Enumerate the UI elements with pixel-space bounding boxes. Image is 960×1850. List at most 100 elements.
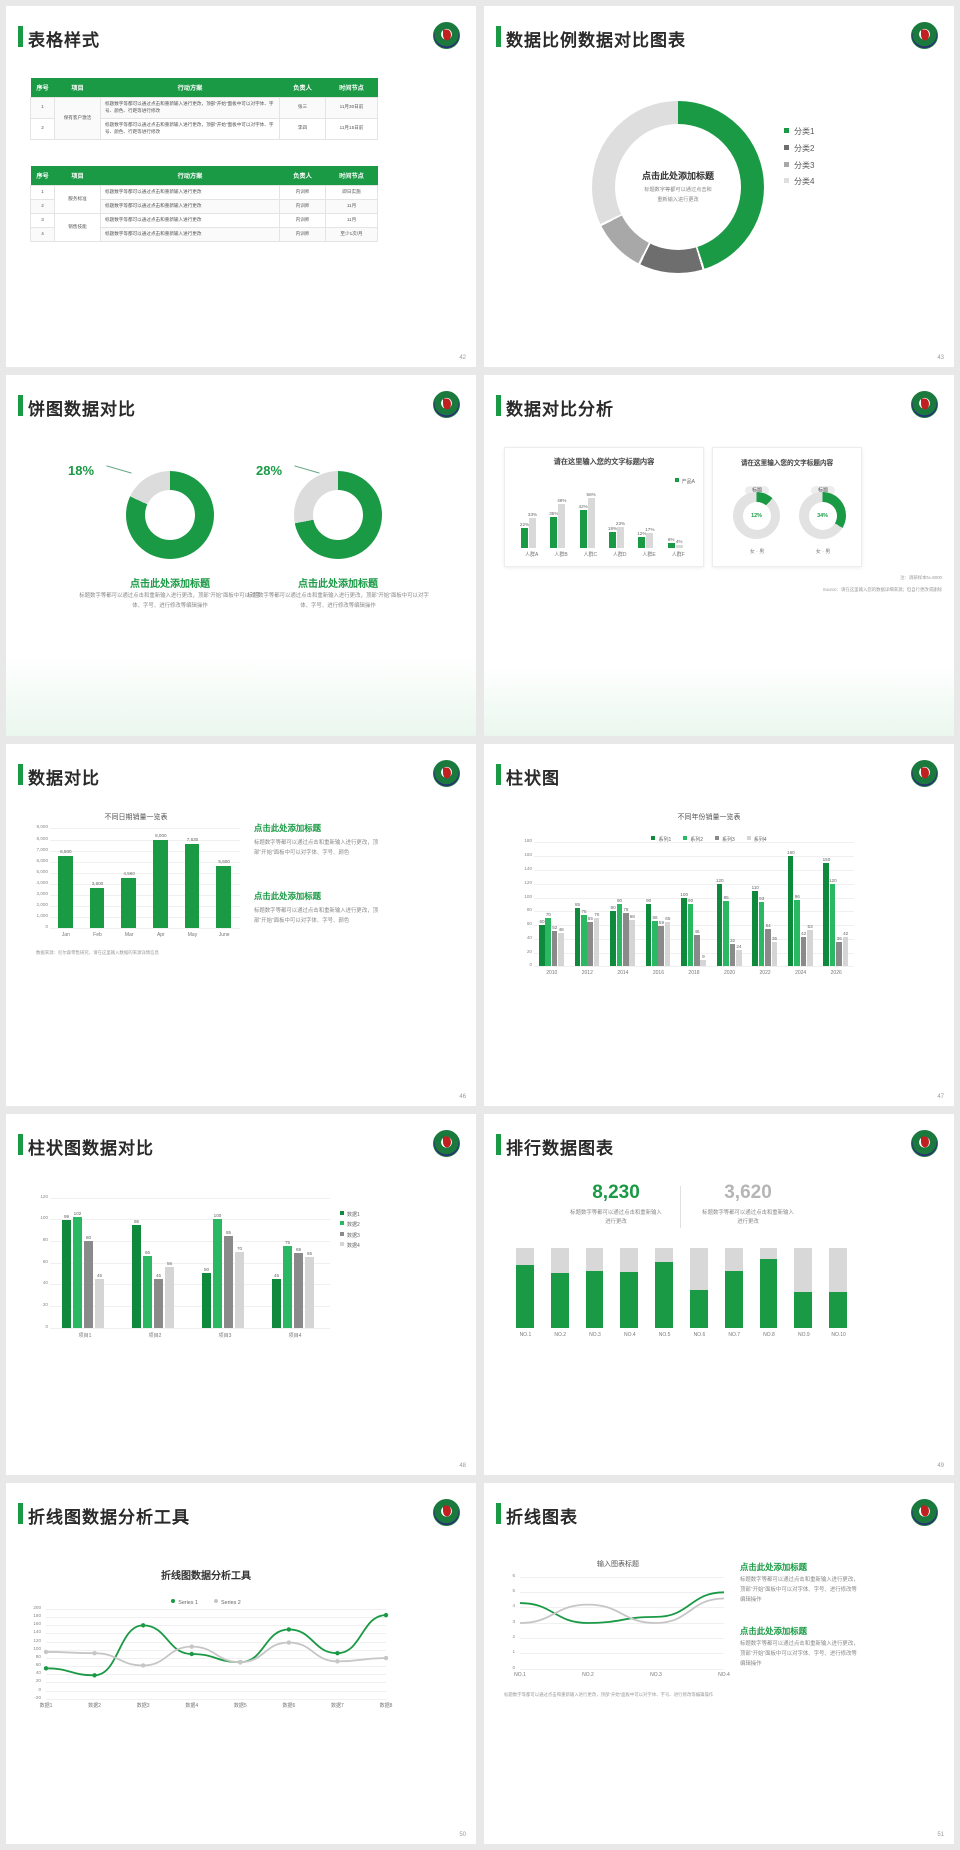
- slide-data-comparison[interactable]: 数据对比 46 不同日期销量一览表 9,000 8,000 7,000 6,000 5,…: [6, 744, 476, 1106]
- bar[interactable]: [836, 941, 842, 967]
- bar[interactable]: [521, 528, 528, 549]
- bar[interactable]: [235, 1251, 244, 1328]
- data-point[interactable]: [238, 1659, 243, 1665]
- bar[interactable]: [558, 933, 564, 967]
- bar[interactable]: [638, 537, 646, 549]
- data-point[interactable]: [92, 1650, 97, 1656]
- data-point[interactable]: [286, 1627, 292, 1632]
- bar[interactable]: [545, 918, 551, 967]
- bar[interactable]: [724, 1270, 743, 1328]
- legend-item[interactable]: 数据2: [340, 1220, 360, 1231]
- bar[interactable]: [681, 897, 687, 967]
- legend-item-3[interactable]: 分类3: [784, 158, 814, 175]
- bar[interactable]: [58, 856, 73, 929]
- line-chart[interactable]: 200 180 160 140 120 100 80 60 40 20 0 -20 数据1 数据2 数据3 数…: [20, 1605, 392, 1713]
- bar-chart-1-legend[interactable]: 产品A: [674, 478, 695, 485]
- slide-ranking-chart[interactable]: 排行数据图表 49 8,230 标题数字等都可以通过点击和重新输入进行更改 3,…: [484, 1113, 954, 1475]
- data-point[interactable]: [383, 1612, 389, 1618]
- legend-item-1[interactable]: 分类1: [784, 124, 814, 141]
- table-two[interactable]: 序号 项目 行动方案 负责人 时间节点 1 服务标准 标题数字等都可以通过点击和…: [30, 166, 378, 242]
- legend-item[interactable]: 系列2: [683, 836, 703, 843]
- bar[interactable]: [529, 518, 536, 549]
- bar[interactable]: [216, 866, 231, 929]
- bar[interactable]: [84, 1240, 93, 1328]
- line-chart[interactable]: 6 5 4 3 2 1 0 NO.1 NO.2 NO.3 NO.4: [500, 1573, 730, 1683]
- bar[interactable]: [787, 856, 794, 967]
- bar[interactable]: [580, 914, 587, 967]
- bar[interactable]: [646, 532, 654, 549]
- bar[interactable]: [294, 1252, 303, 1328]
- chart-legend[interactable]: 数据1 数据2 数据3 数据4: [340, 1210, 360, 1252]
- slide-comparison-analysis[interactable]: 数据对比分析 45 请在这里输入您的文字标题内容 22%33%35%49%42%…: [484, 375, 954, 737]
- slide-column-comparison[interactable]: 柱状图数据对比 48 120 100 80 60 40 20 0 99 102 80 45 95 66…: [6, 1113, 476, 1475]
- bar[interactable]: [184, 843, 200, 929]
- bar[interactable]: [759, 1258, 778, 1328]
- slide-column-chart[interactable]: 柱状图 47 不同年份销量一览表 系列1 系列2 系列3 系列4 180 160 140 1…: [484, 744, 954, 1106]
- slide-pie-comparison[interactable]: 饼图数据对比 44 18% 点击此处添加标题 标题数字等都可以通过点击和重新输入…: [6, 375, 476, 737]
- mini-donut-2[interactable]: 34%: [799, 492, 846, 540]
- bar[interactable]: [723, 900, 729, 967]
- legend-item[interactable]: Series 2: [214, 1598, 241, 1606]
- donut-chart[interactable]: 点击此处添加标题 标题数字等都可以通过点击和 重新输入进行更改: [592, 101, 764, 273]
- bar[interactable]: [694, 934, 700, 967]
- bar[interactable]: [574, 907, 581, 967]
- legend-item-4[interactable]: 分类4: [784, 174, 814, 191]
- bar[interactable]: [758, 902, 765, 967]
- legend-item[interactable]: 系列3: [715, 836, 735, 843]
- bar[interactable]: [272, 1278, 281, 1328]
- bar[interactable]: [551, 930, 558, 967]
- bar[interactable]: [771, 941, 778, 967]
- data-point[interactable]: [140, 1663, 146, 1668]
- legend-item[interactable]: Series 1: [171, 1598, 198, 1606]
- slide-table-styles[interactable]: 表格样式 42 序号 项目 行动方案 负责人 时间节点 1 保有客户激活 标题数…: [6, 6, 476, 368]
- data-point[interactable]: [140, 1622, 146, 1628]
- bar[interactable]: [645, 904, 652, 967]
- bar[interactable]: [610, 911, 616, 967]
- bar[interactable]: [550, 1273, 569, 1328]
- data-point[interactable]: [43, 1665, 49, 1671]
- bar[interactable]: [617, 527, 624, 549]
- legend-item[interactable]: 系列1: [651, 836, 671, 843]
- bar[interactable]: [752, 890, 758, 967]
- data-point[interactable]: [335, 1650, 340, 1656]
- grouped-bar-chart[interactable]: 60 70 52 48 85 75 65 70 80 90 78 68 90 66 59 65 100 90 46 9…: [534, 842, 854, 967]
- donut-chart-2[interactable]: [294, 471, 382, 560]
- bar-chart[interactable]: 6,500 3,600 4,560 8,000 7,630 5,600: [50, 828, 240, 929]
- bar[interactable]: [700, 960, 707, 967]
- data-point[interactable]: [335, 1658, 340, 1664]
- legend-item[interactable]: 系列4: [746, 836, 767, 843]
- bar[interactable]: [842, 937, 849, 967]
- bar[interactable]: [95, 1278, 104, 1328]
- bar[interactable]: [89, 888, 105, 929]
- bar[interactable]: [213, 1219, 222, 1328]
- mini-donut-1[interactable]: 12%: [733, 492, 780, 540]
- bar[interactable]: [800, 937, 807, 967]
- legend-item-2[interactable]: 分类2: [784, 141, 814, 158]
- bar[interactable]: [667, 542, 675, 549]
- bar[interactable]: [62, 1220, 71, 1328]
- bar[interactable]: [550, 516, 558, 549]
- ranking-bar-chart[interactable]: [508, 1247, 856, 1328]
- bar[interactable]: [616, 904, 623, 967]
- bar[interactable]: [579, 510, 587, 549]
- bar[interactable]: [652, 920, 658, 967]
- bar[interactable]: [593, 918, 600, 967]
- bar[interactable]: [539, 925, 545, 967]
- bar[interactable]: [794, 1291, 813, 1328]
- grouped-bar-chart[interactable]: 99 102 80 45 95 66 45 56 50 100 85 70 45 75 69 65: [50, 1198, 330, 1328]
- chart-legend[interactable]: Series 1 Series 2: [46, 1591, 366, 1609]
- bar[interactable]: [585, 1270, 604, 1328]
- bar[interactable]: [690, 1290, 708, 1328]
- bar[interactable]: [143, 1256, 152, 1328]
- donut-chart-1[interactable]: [126, 471, 214, 560]
- bar[interactable]: [823, 863, 830, 967]
- slide-line-chart[interactable]: 折线图表 51 输入图表标题 6 5 4 3 2 1 0 NO.1 NO.2 NO.3 NO.4 标…: [484, 1482, 954, 1844]
- bar[interactable]: [655, 1262, 673, 1328]
- data-point[interactable]: [383, 1655, 389, 1661]
- donut-legend[interactable]: 分类1 分类2 分类3 分类4: [784, 124, 814, 191]
- card-bar-chart[interactable]: 请在这里输入您的文字标题内容 22% 33% 35% 49% 42% 56% 18% 23% 1…: [504, 447, 704, 568]
- bar[interactable]: [609, 531, 616, 549]
- data-point[interactable]: [92, 1672, 97, 1678]
- bar[interactable]: [165, 1266, 174, 1328]
- bar[interactable]: [153, 839, 168, 929]
